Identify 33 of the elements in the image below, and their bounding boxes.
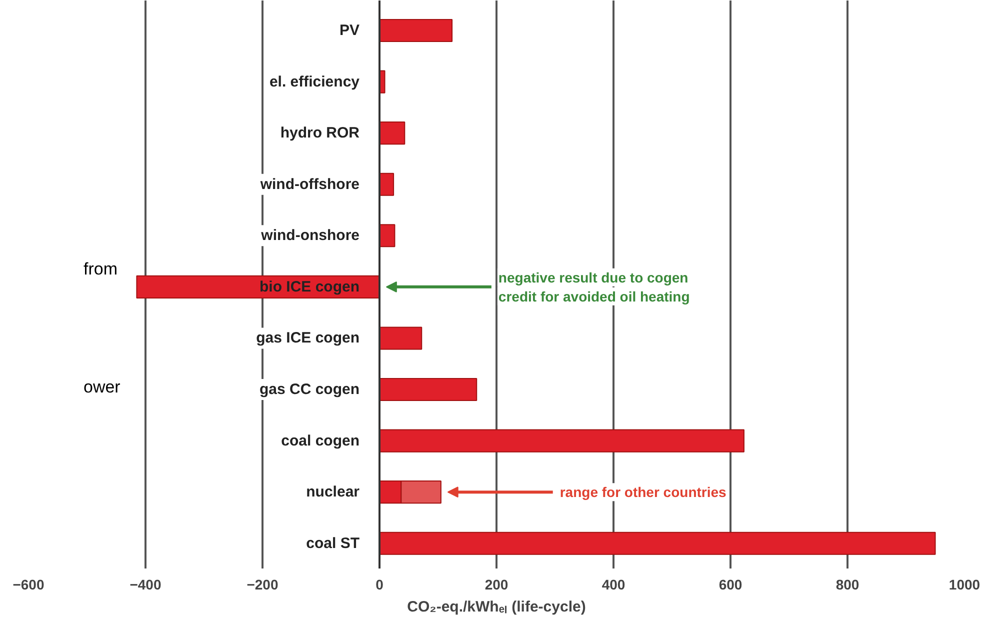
bar xyxy=(379,378,478,402)
x-tick-label: 400 xyxy=(602,576,626,592)
y-tick-label: bio ICE cogen xyxy=(259,278,360,296)
bar xyxy=(136,275,380,298)
x-axis-title: CO₂-eq./kWhₑₗ (life-cycle) xyxy=(407,598,586,616)
y-tick-label: gas ICE cogen xyxy=(256,330,360,347)
annotation: negative result due to cogen credit for avoided oil heating xyxy=(498,269,690,304)
x-tick-label: −200 xyxy=(246,576,278,592)
x-tick-label: 600 xyxy=(718,576,742,592)
y-tick-label: el. efficiency xyxy=(269,73,360,90)
y-tick-label: wind-onshore xyxy=(260,227,360,244)
y-tick-label: hydro ROR xyxy=(280,124,360,142)
y-tick-label: coal ST xyxy=(306,534,360,552)
bar xyxy=(379,172,394,196)
bar xyxy=(379,18,453,42)
y-tick-label: gas CC cogen xyxy=(259,381,360,398)
bar xyxy=(379,122,406,145)
x-tick-label: −600 xyxy=(12,576,44,592)
y-tick-label: coal cogen xyxy=(281,432,360,450)
x-tick-label: 1000 xyxy=(948,576,980,592)
y-tick-label: wind-offshore xyxy=(259,176,360,193)
bar xyxy=(379,429,744,452)
y-tick-label: nuclear xyxy=(306,484,360,501)
annotation: range for other countries xyxy=(560,484,727,500)
bar xyxy=(379,326,422,350)
annotation: ower xyxy=(84,378,121,396)
x-tick-label: −400 xyxy=(130,576,162,592)
x-tick-label: 0 xyxy=(376,576,384,592)
x-tick-label: 800 xyxy=(836,576,860,592)
x-tick-label: 200 xyxy=(484,576,508,592)
y-tick-label: PV xyxy=(339,22,360,40)
bar xyxy=(379,532,936,555)
annotation: from xyxy=(84,260,118,278)
